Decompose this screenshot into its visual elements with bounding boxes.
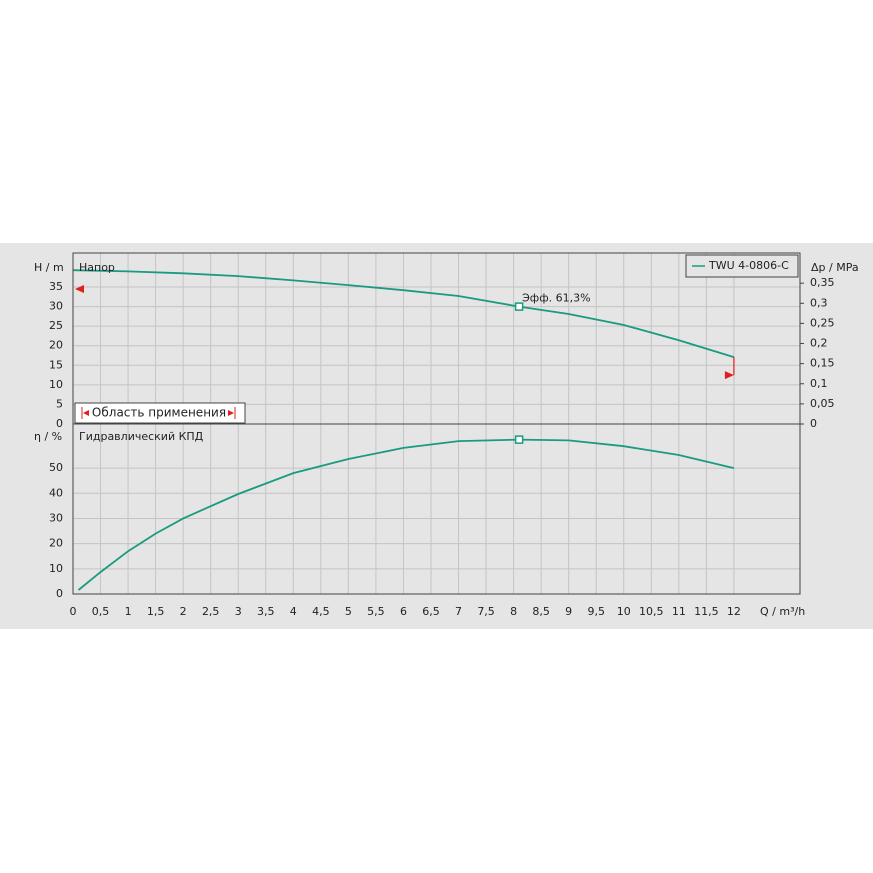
x-tick-label: 7 [455, 605, 462, 618]
range-label: Область применения [92, 406, 226, 420]
x-tick-label: 12 [727, 605, 741, 618]
y-tick-label: 10 [49, 378, 63, 391]
y2-tick-label: 0,15 [810, 357, 835, 370]
x-tick-label: 0,5 [92, 605, 110, 618]
x-tick-label: 8,5 [532, 605, 550, 618]
x-tick-label: 6 [400, 605, 407, 618]
x-tick-label: 11 [672, 605, 686, 618]
x-tick-label: 9 [565, 605, 572, 618]
y-tick-label: 20 [49, 537, 63, 550]
x-tick-label: 9,5 [587, 605, 605, 618]
x-tick-label: 0 [70, 605, 77, 618]
y-tick-label: 20 [49, 339, 63, 352]
x-tick-label: 10,5 [639, 605, 664, 618]
application-range-box: Область применения [74, 402, 246, 424]
mark-layer [72, 269, 735, 591]
legend-box [685, 254, 799, 278]
x-tick-label: 5,5 [367, 605, 385, 618]
x-tick-label: 3 [235, 605, 242, 618]
x-tick-label: 1 [125, 605, 132, 618]
x-tick-label: 4,5 [312, 605, 330, 618]
y2-axis-label: Δp / MPa [811, 261, 859, 274]
x-tick-label: 1,5 [147, 605, 165, 618]
duty-point [514, 302, 524, 311]
x-tick-label: 8 [510, 605, 517, 618]
x-tick-label: 5 [345, 605, 352, 618]
y2-tick-label: 0,2 [810, 337, 828, 350]
curve [72, 269, 735, 358]
x-tick-label: 2 [180, 605, 187, 618]
y-tick-label: 5 [56, 397, 63, 410]
range-arrow [228, 410, 234, 416]
x-tick-label: 10 [617, 605, 631, 618]
range-marker [75, 285, 84, 293]
x-tick-label: 2,5 [202, 605, 220, 618]
y-tick-label: 10 [49, 562, 63, 575]
range-box [74, 402, 246, 424]
x-tick-label: 6,5 [422, 605, 440, 618]
y-tick-label: 15 [49, 358, 63, 371]
y-tick-label: 25 [49, 319, 63, 332]
curve [77, 438, 735, 591]
x-axis-label: Q / m³/h [760, 605, 805, 618]
x-tick-label: 4 [290, 605, 297, 618]
y-tick-label: 0 [56, 587, 63, 600]
legend: TWU 4-0806-C [685, 254, 799, 278]
range-arrow [83, 410, 89, 416]
duty-point [514, 435, 524, 444]
panel-title: Напор [79, 261, 115, 274]
y-tick-label: 30 [49, 300, 63, 313]
x-tick-label: 3,5 [257, 605, 275, 618]
y2-tick-label: 0,25 [810, 316, 835, 329]
range-marker [724, 371, 734, 380]
y2-tick-label: 0,1 [810, 377, 828, 390]
y-axis-label: η / % [34, 430, 62, 443]
y2-tick-label: 0 [810, 417, 817, 430]
y-tick-label: 0 [56, 417, 63, 430]
y-tick-label: 50 [49, 461, 63, 474]
panel-background [0, 243, 873, 629]
y2-tick-label: 0,3 [810, 296, 828, 309]
y-tick-label: 30 [49, 511, 63, 524]
y-tick-label: 40 [49, 486, 63, 499]
annotation: Эфф. 61,3% [522, 292, 590, 305]
x-tick-label: 7,5 [477, 605, 495, 618]
legend-label: TWU 4-0806-C [708, 259, 789, 272]
panel-title: Гидравлический КПД [79, 430, 204, 443]
x-tick-label: 11,5 [694, 605, 719, 618]
y-tick-label: 35 [49, 280, 63, 293]
y2-tick-label: 0,35 [810, 276, 835, 289]
y-axis-label: H / m [34, 261, 64, 274]
y2-tick-label: 0,05 [810, 397, 835, 410]
